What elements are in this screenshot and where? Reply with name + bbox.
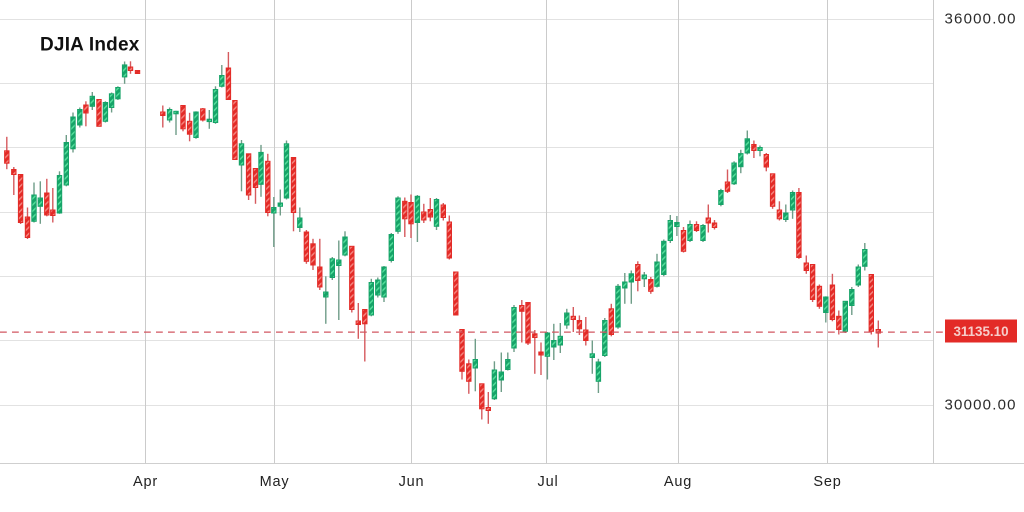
svg-text:Jul: Jul	[538, 474, 559, 490]
svg-text:31135.10: 31135.10	[953, 324, 1008, 339]
svg-text:DJIA Index: DJIA Index	[40, 35, 140, 56]
svg-text:Jun: Jun	[399, 474, 425, 490]
svg-text:Sep: Sep	[813, 474, 841, 490]
svg-text:30000.00: 30000.00	[945, 396, 1017, 413]
svg-text:36000.00: 36000.00	[945, 10, 1017, 27]
svg-text:Aug: Aug	[664, 474, 692, 490]
svg-text:May: May	[260, 474, 290, 490]
svg-text:Apr: Apr	[133, 474, 158, 490]
